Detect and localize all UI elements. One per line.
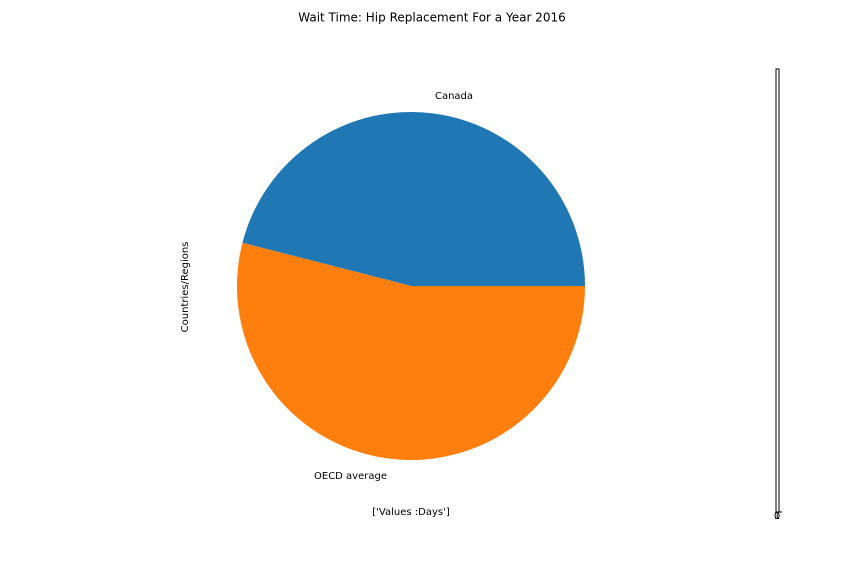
slice-label: OECD average <box>314 471 387 482</box>
pie-slice <box>242 112 585 286</box>
colorbar-tick-label: 0 <box>774 511 780 522</box>
chart-title: Wait Time: Hip Replacement For a Year 20… <box>298 11 565 25</box>
slice-label: Canada <box>435 91 473 102</box>
colorbar <box>775 68 780 513</box>
x-axis-label: ['Values :Days'] <box>372 507 450 518</box>
colorbar-tick-label: 1 <box>774 511 780 522</box>
pie-slice <box>237 242 585 461</box>
y-axis-label: Countries/Regions <box>180 242 191 333</box>
